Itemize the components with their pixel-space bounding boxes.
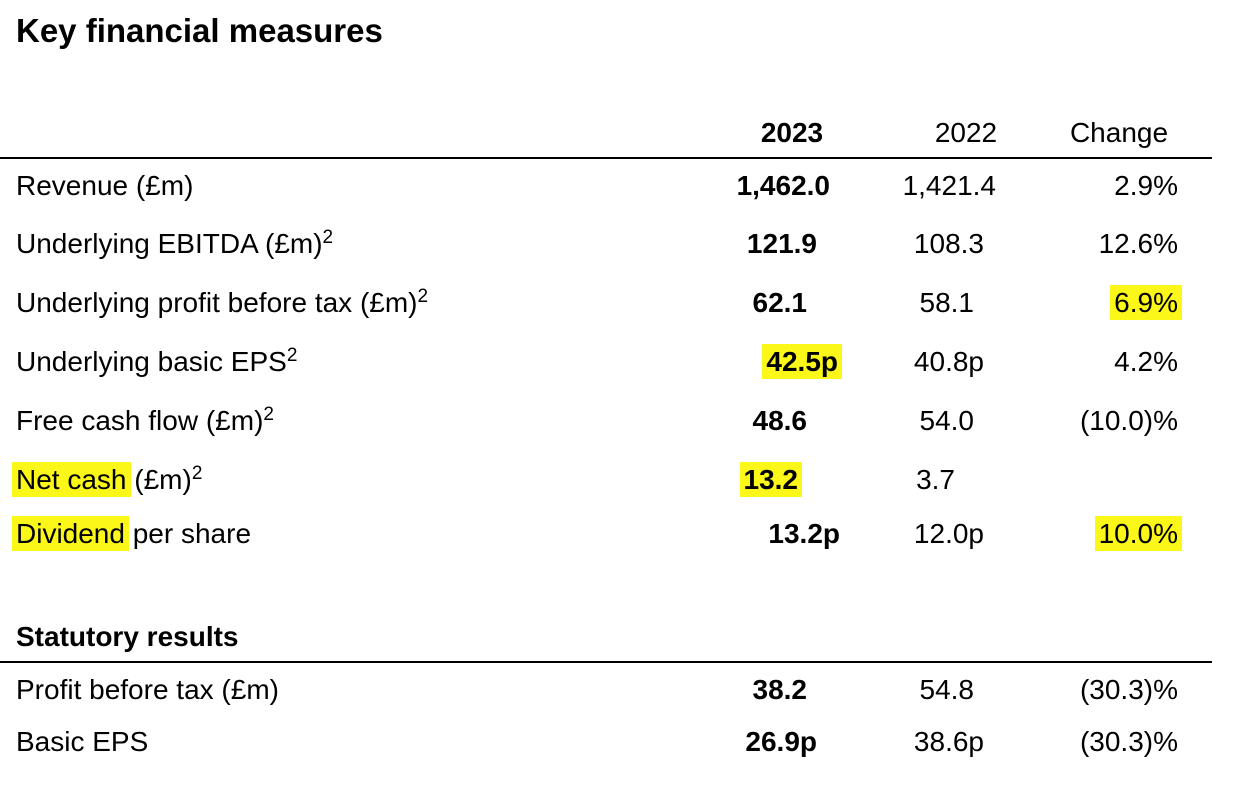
value-change: (30.3)%	[1079, 674, 1178, 705]
footnote-marker: 2	[322, 227, 334, 248]
footnote-marker: 2	[263, 404, 274, 425]
value-change: 6.9%	[1110, 283, 1182, 323]
value-change: 2.9%	[1114, 170, 1178, 201]
value-2023: 121.9	[746, 228, 817, 259]
value-2022: 12.0p	[913, 518, 984, 549]
footnote-marker: 2	[286, 345, 298, 366]
footnote-marker: 2	[417, 286, 429, 307]
table-row-dividend-per-share: Dividend per share 13.2p 12.0p 10.0%	[0, 514, 1212, 554]
value-change: 10.0%	[1094, 514, 1182, 554]
highlight-mark: 42.5p	[762, 344, 842, 379]
value-change: 4.2%	[1114, 346, 1178, 377]
section-title-statutory: Statutory results	[16, 621, 239, 652]
value-2023: 26.9p	[745, 726, 817, 757]
row-label: Dividend per share	[12, 514, 251, 554]
row-label: Free cash flow (£m)2	[16, 404, 274, 436]
highlight-mark: 6.9%	[1110, 285, 1182, 320]
value-change: (10.0)%	[1079, 405, 1178, 436]
value-2023: 48.6	[752, 405, 808, 436]
column-header-change: Change	[1069, 117, 1169, 148]
highlight-mark: 13.2	[739, 462, 802, 497]
value-2023: 13.2p	[768, 518, 840, 549]
value-2023: 1,462.0	[736, 170, 830, 201]
highlight-mark: Dividend	[12, 516, 129, 551]
row-label: Net cash (£m)2	[12, 460, 203, 500]
value-2022: 40.8p	[913, 346, 984, 377]
header-divider	[0, 157, 1212, 159]
value-change: (30.3)%	[1079, 726, 1178, 757]
row-label: Profit before tax (£m)	[16, 674, 279, 705]
statutory-divider	[0, 661, 1212, 663]
table-row-revenue: Revenue (£m) 1,462.0 1,421.4 2.9%	[0, 166, 1212, 206]
table-row-basic-eps: Basic EPS 26.9p 38.6p (30.3)%	[0, 722, 1212, 762]
row-label: Revenue (£m)	[16, 170, 194, 201]
highlight-mark: Net cash	[12, 462, 131, 497]
table-row-net-cash: Net cash (£m)2 13.2 3.7	[0, 460, 1212, 500]
highlight-mark: 10.0%	[1094, 516, 1182, 551]
value-2022: 58.1	[919, 287, 975, 318]
table-row-underlying-profit-before-tax: Underlying profit before tax (£m)2 62.1 …	[0, 283, 1212, 323]
column-header-2022: 2022	[934, 117, 998, 148]
value-change: 12.6%	[1098, 228, 1178, 259]
value-2022: 54.8	[919, 674, 975, 705]
row-label: Basic EPS	[16, 726, 149, 757]
footnote-marker: 2	[191, 463, 203, 484]
column-header-2023: 2023	[760, 117, 824, 148]
value-2023: 13.2	[739, 460, 802, 500]
row-label: Underlying basic EPS2	[16, 345, 298, 377]
table-row-underlying-ebitda: Underlying EBITDA (£m)2 121.9 108.3 12.6…	[0, 224, 1212, 264]
page-title: Key financial measures	[16, 12, 383, 49]
value-2022: 38.6p	[913, 726, 984, 757]
value-2022: 1,421.4	[902, 170, 996, 201]
value-2022: 108.3	[913, 228, 984, 259]
row-label: Underlying EBITDA (£m)2	[16, 227, 334, 259]
value-2023: 38.2	[752, 674, 808, 705]
table-row-profit-before-tax: Profit before tax (£m) 38.2 54.8 (30.3)%	[0, 670, 1212, 710]
value-2022: 54.0	[919, 405, 975, 436]
value-2022: 3.7	[916, 464, 955, 495]
table-row-underlying-basic-eps: Underlying basic EPS2 42.5p 40.8p 4.2%	[0, 342, 1212, 382]
value-2023: 42.5p	[762, 342, 842, 382]
value-2023: 62.1	[752, 287, 808, 318]
row-label: Underlying profit before tax (£m)2	[16, 286, 429, 318]
table-row-free-cash-flow: Free cash flow (£m)2 48.6 54.0 (10.0)%	[0, 401, 1212, 441]
